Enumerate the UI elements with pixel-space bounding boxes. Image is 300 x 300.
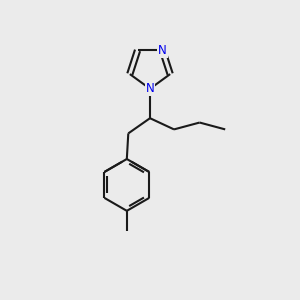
Text: N: N — [158, 44, 167, 57]
Text: N: N — [146, 82, 154, 95]
